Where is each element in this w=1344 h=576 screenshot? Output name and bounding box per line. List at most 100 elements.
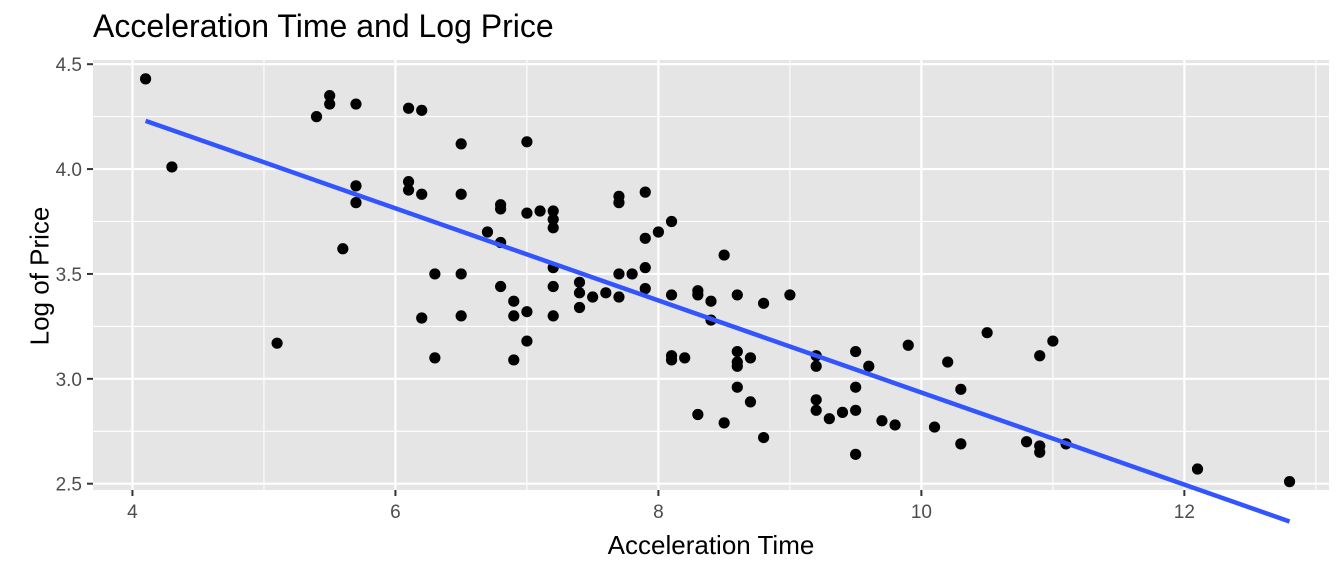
data-point [350,180,362,192]
data-point [455,268,467,280]
data-point [613,197,625,209]
data-point [876,415,888,427]
data-point [744,396,757,408]
data-point [731,345,743,358]
data-point [731,360,743,372]
data-point [665,289,678,301]
data-point [613,291,625,303]
data-point [521,136,533,148]
data-point [850,404,862,416]
y-tick-label: 4.5 [56,55,82,76]
data-point [1047,335,1059,347]
data-point [836,406,849,418]
x-axis: 4 6 8 10 12 [127,490,1195,523]
data-point [508,295,520,307]
data-point [573,287,586,299]
data-point [547,310,559,322]
data-point [784,289,796,301]
data-point [863,360,875,372]
x-tick-label: 8 [653,502,664,523]
data-point [731,289,743,301]
data-points [139,73,1296,488]
data-point [547,222,559,234]
data-point [626,268,638,280]
data-point [310,111,323,123]
data-point [481,226,494,238]
data-point [705,295,717,307]
y-tick-label: 3.0 [56,370,82,391]
y-tick-label: 3.5 [56,265,82,286]
data-point [402,176,415,188]
data-point [495,280,507,293]
data-point [547,205,559,217]
data-point [679,352,691,364]
data-point [324,90,336,102]
data-point [639,186,651,198]
major-gridlines [93,60,1329,490]
data-point [639,232,651,244]
data-point [744,352,757,364]
x-axis-title: Acceleration Time [607,530,815,560]
data-point [521,207,533,219]
data-point [521,335,533,347]
data-point [416,188,428,200]
y-tick-label: 4.0 [56,160,82,181]
data-point [495,203,507,215]
data-point [166,161,178,173]
data-point [665,215,678,228]
data-point [139,73,152,85]
x-tick-label: 4 [127,502,138,523]
data-point [810,360,822,372]
data-point [981,327,993,339]
data-point [823,413,835,425]
data-point [455,138,467,150]
data-point [455,310,467,322]
data-point [600,287,612,299]
data-point [1191,463,1204,475]
data-point [547,213,559,226]
x-tick-label: 6 [390,502,401,523]
data-point [508,354,520,366]
data-point [573,276,586,288]
data-point [757,297,770,309]
data-point [573,301,586,314]
data-point [402,184,415,196]
data-point [1020,436,1033,448]
data-point [508,310,520,322]
data-point [639,262,651,274]
data-point [692,408,704,421]
data-point [337,243,349,255]
data-point [1034,446,1046,458]
data-point [731,381,743,393]
data-point [810,404,822,416]
data-point [350,98,362,110]
data-point [942,356,954,368]
y-axis-title: Log of Price [24,206,55,346]
data-point [1034,350,1046,362]
data-point [639,283,651,295]
minor-gridlines [93,60,1329,490]
data-point [810,394,822,406]
y-axis: 2.5 3.0 3.5 4.0 4.5 [56,55,93,496]
data-point [902,339,914,351]
regression-line [144,118,1291,524]
y-tick-label: 2.5 [56,475,82,496]
data-point [718,249,730,261]
data-point [416,104,428,116]
data-point [850,448,862,460]
data-point [416,312,428,324]
x-tick-label: 12 [1174,502,1195,523]
x-tick-label: 10 [911,502,932,523]
data-point [350,197,362,209]
data-point [889,419,901,431]
data-point [928,421,941,433]
data-point [521,306,533,318]
data-point [613,268,625,280]
data-point [324,98,336,110]
data-point [955,438,967,450]
data-point [1283,476,1296,488]
data-point [402,102,415,114]
data-point [955,383,967,395]
data-point [850,345,862,358]
